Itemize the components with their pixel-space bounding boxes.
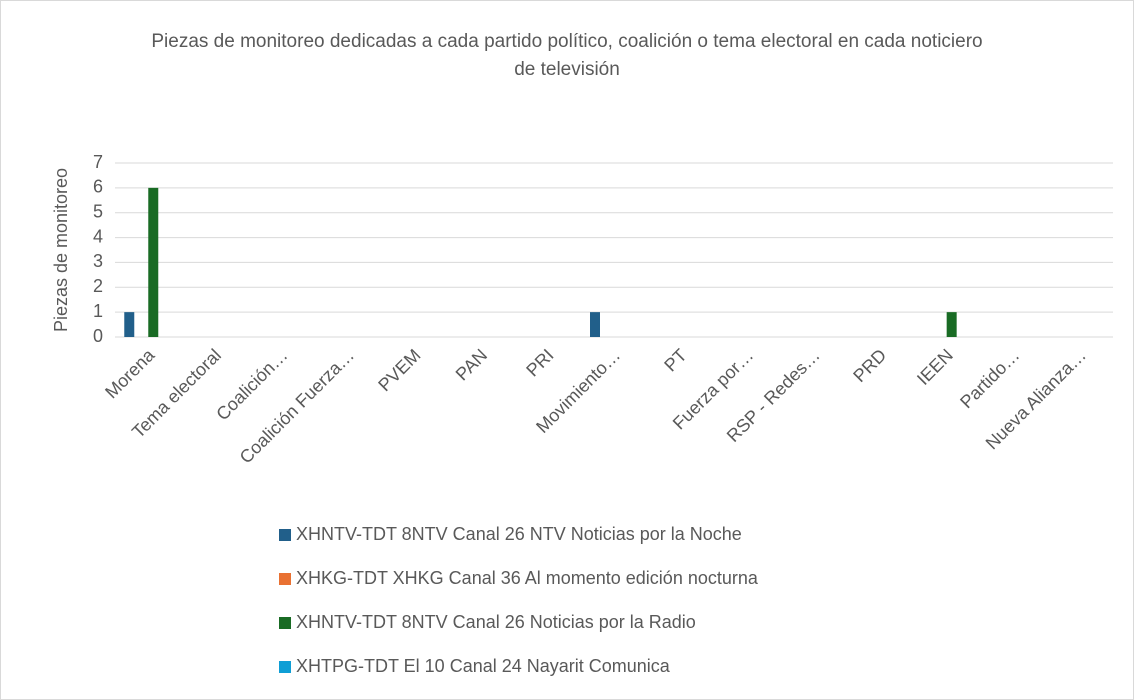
y-tick-label: 2 — [93, 276, 103, 296]
bar — [590, 312, 600, 337]
chart-title: Piezas de monitoreo dedicadas a cada par… — [151, 31, 983, 80]
y-tick-label: 1 — [93, 301, 103, 321]
x-tick-label: Coalición Fuerza… — [236, 345, 358, 467]
y-tick-label: 0 — [93, 326, 103, 346]
legend-swatch — [279, 529, 291, 541]
y-tick-label: 3 — [93, 251, 103, 271]
x-tick-label: PRI — [522, 345, 557, 380]
x-tick-label: IEEN — [913, 345, 957, 389]
x-tick-label: Morena — [101, 344, 159, 402]
legend-label: XHNTV-TDT 8NTV Canal 26 NTV Noticias por… — [296, 524, 742, 544]
legend-swatch — [279, 573, 291, 585]
y-axis-label: Piezas de monitoreo — [51, 168, 71, 332]
x-tick-label: PT — [660, 345, 690, 375]
y-tick-label: 7 — [93, 152, 103, 172]
x-tick-label: PVEM — [374, 345, 424, 395]
bar — [124, 312, 135, 337]
bar — [148, 187, 159, 337]
legend-swatch — [279, 617, 291, 629]
legend-label: XHNTV-TDT 8NTV Canal 26 Noticias por la … — [296, 612, 696, 632]
x-tick-label: PAN — [452, 345, 491, 384]
x-tick-label: Partido… — [956, 345, 1023, 412]
legend-swatch — [279, 661, 291, 673]
y-tick-label: 5 — [93, 201, 103, 221]
x-tick-label: PRD — [849, 345, 890, 386]
bar — [946, 312, 957, 337]
legend-label: XHTPG-TDT El 10 Canal 24 Nayarit Comunic… — [296, 656, 671, 676]
y-tick-label: 6 — [93, 177, 103, 197]
y-tick-label: 4 — [93, 226, 103, 246]
legend-label: XHKG-TDT XHKG Canal 36 Al momento edició… — [296, 568, 759, 588]
